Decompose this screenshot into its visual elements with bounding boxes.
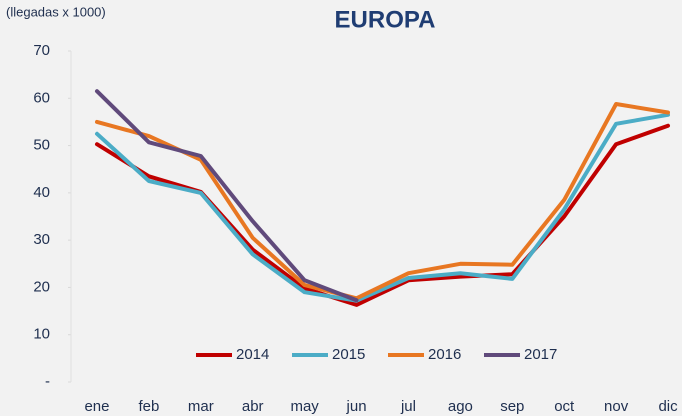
y-tick-label: 20 bbox=[33, 278, 50, 295]
legend-label: 2015 bbox=[332, 346, 365, 363]
legend-label: 2016 bbox=[428, 346, 461, 363]
series-line bbox=[95, 102, 670, 301]
y-tick-label: 10 bbox=[33, 326, 50, 343]
y-tick-label: 60 bbox=[33, 89, 50, 106]
legend-label: 2014 bbox=[236, 346, 269, 363]
x-tick-label: nov bbox=[604, 398, 629, 415]
x-tick-label: oct bbox=[554, 398, 575, 415]
x-tick-label: dic bbox=[658, 398, 678, 415]
x-tick-label: feb bbox=[138, 398, 159, 415]
x-tick-label: sep bbox=[500, 398, 524, 415]
y-tick-label: 30 bbox=[33, 231, 50, 248]
y-tick-label: 70 bbox=[33, 42, 50, 59]
x-tick-label: ene bbox=[84, 398, 109, 415]
y-axis-label: (llegadas x 1000) bbox=[6, 4, 106, 19]
x-tick-label: jul bbox=[400, 398, 416, 415]
x-tick-label: may bbox=[290, 398, 319, 415]
chart-title: EUROPA bbox=[335, 6, 436, 33]
x-tick-label: ago bbox=[448, 398, 473, 415]
series-line bbox=[95, 89, 359, 303]
legend-label: 2017 bbox=[524, 346, 557, 363]
y-tick-label: 50 bbox=[33, 137, 50, 154]
x-tick-label: mar bbox=[188, 398, 214, 415]
y-tick-label: - bbox=[45, 373, 50, 390]
series-line bbox=[95, 112, 670, 303]
y-tick-label: 40 bbox=[33, 184, 50, 201]
x-tick-label: abr bbox=[242, 398, 264, 415]
x-tick-label: jun bbox=[346, 398, 367, 415]
